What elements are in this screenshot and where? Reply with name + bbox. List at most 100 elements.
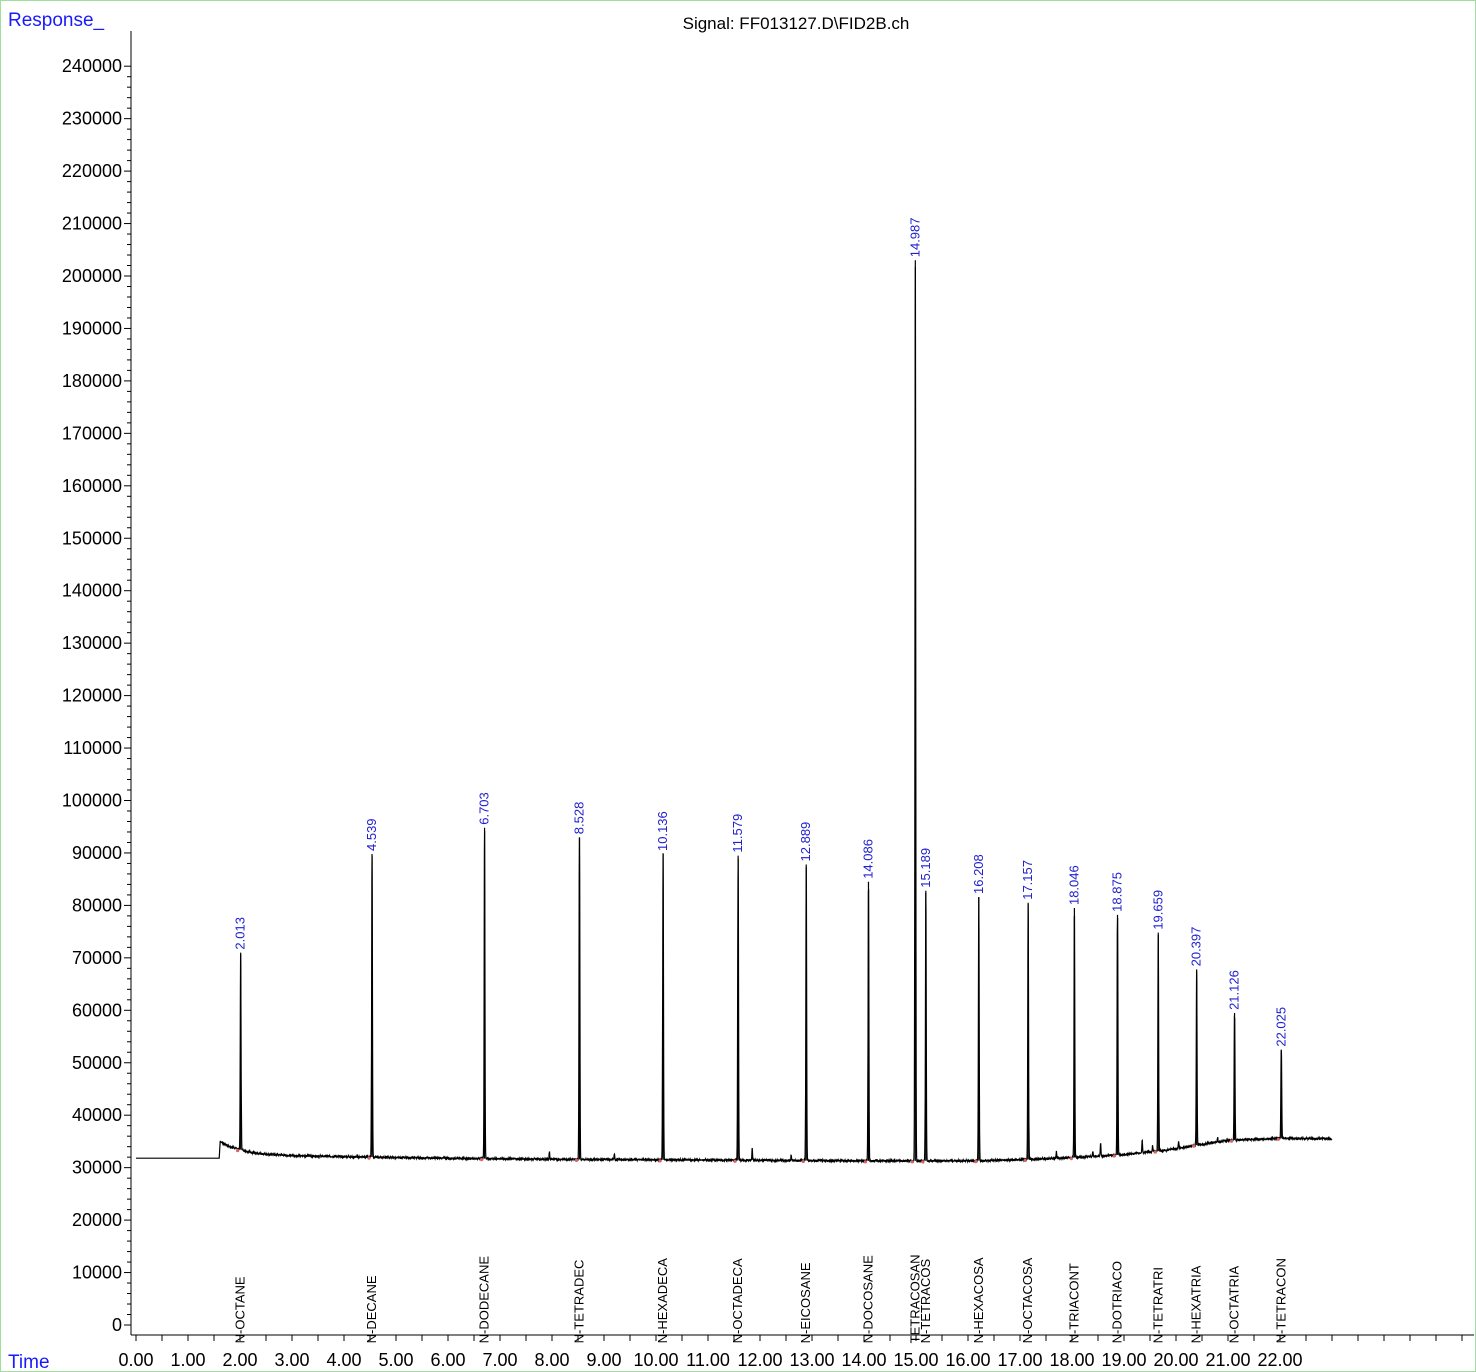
y-tick-label: 170000 <box>62 423 122 443</box>
x-tick-label: 2.00 <box>222 1350 257 1370</box>
compound-label: N-DOTRIACO <box>1110 1261 1125 1343</box>
x-tick-label: 10.00 <box>633 1350 678 1370</box>
y-ticks-group: 0 10000 20000 30000 40000 50000 60000 70000 8000… <box>62 56 131 1335</box>
peak-rt-label: 18.046 <box>1066 865 1081 905</box>
integration-mark <box>658 1159 662 1163</box>
y-tick-label: 240000 <box>62 56 122 76</box>
peak-rt-label: 8.528 <box>571 802 586 835</box>
peak: 6.703 N-DODECANE <box>477 792 492 1343</box>
compound-label: N-TRIACONT <box>1066 1263 1081 1343</box>
compound-label: N-EICOSANE <box>798 1262 813 1343</box>
peak-rt-label: 20.397 <box>1189 927 1204 967</box>
x-tick-label: 16.00 <box>945 1350 990 1370</box>
y-tick-label: 230000 <box>62 109 122 129</box>
signal-trace <box>136 266 1333 1164</box>
peaks-group: 2.013 N-OCTANE 4.539 N-DECANE 6.703 N-DODECAN… <box>233 217 1289 1343</box>
integration-mark <box>1276 1137 1280 1141</box>
y-tick-label: 130000 <box>62 633 122 653</box>
x-tick-label: 8.00 <box>534 1350 569 1370</box>
peak: 2.013 N-OCTANE <box>233 917 248 1343</box>
y-tick-label: 140000 <box>62 581 122 601</box>
peak-rt-label: 2.013 <box>233 917 248 950</box>
peak-rt-label: 12.889 <box>798 822 813 862</box>
y-tick-label: 180000 <box>62 371 122 391</box>
peak: 17.157 N-OCTACOSA <box>1020 860 1035 1343</box>
peak: 8.528 N-TETRADEC <box>571 802 586 1344</box>
y-tick-label: 160000 <box>62 476 122 496</box>
y-tick-label: 10000 <box>72 1263 122 1283</box>
peak: 22.025 N-TETRACON <box>1273 1007 1288 1343</box>
integration-mark <box>367 1156 371 1160</box>
x-tick-label: 19.00 <box>1101 1350 1146 1370</box>
peak: 15.189 N-TETRACOS <box>918 848 933 1343</box>
chart-title: Signal: FF013127.D\FID2B.ch <box>683 14 910 33</box>
y-tick-label: 190000 <box>62 318 122 338</box>
y-tick-label: 40000 <box>72 1105 122 1125</box>
peak: 18.875 N-DOTRIACO <box>1110 872 1125 1343</box>
peak-rt-label: 10.136 <box>655 811 670 851</box>
peak-rt-label: 17.157 <box>1020 860 1035 900</box>
compound-label: TETRACOSAN <box>907 1255 922 1344</box>
y-tick-label: 50000 <box>72 1053 122 1073</box>
y-tick-label: 150000 <box>62 528 122 548</box>
peak: 14.987 TETRACOSAN <box>907 217 922 1343</box>
x-tick-label: 7.00 <box>482 1350 517 1370</box>
x-tick-label: 1.00 <box>170 1350 205 1370</box>
y-axis-title: Response_ <box>8 10 105 31</box>
compound-label: N-HEXACOSA <box>971 1257 986 1343</box>
peak-rt-label: 22.025 <box>1273 1007 1288 1047</box>
axes-group <box>130 31 1474 1336</box>
y-tick-label: 0 <box>112 1315 122 1335</box>
peak: 21.126 N-OCTATRIA <box>1227 970 1242 1343</box>
y-tick-label: 80000 <box>72 895 122 915</box>
x-tick-label: 14.00 <box>841 1350 886 1370</box>
peak-rt-label: 19.659 <box>1150 890 1165 930</box>
y-tick-label: 60000 <box>72 1000 122 1020</box>
y-tick-label: 30000 <box>72 1158 122 1178</box>
x-tick-label: 13.00 <box>789 1350 834 1370</box>
peak: 19.659 N-TETRATRI <box>1150 890 1165 1343</box>
x-tick-label: 18.00 <box>1049 1350 1094 1370</box>
y-tick-label: 110000 <box>63 738 122 758</box>
integration-mark <box>574 1158 579 1162</box>
compound-label: N-DECANE <box>364 1275 379 1343</box>
integration-mark <box>974 1160 978 1164</box>
peak-rt-label: 6.703 <box>477 792 492 825</box>
peak: 12.889 N-EICOSANE <box>798 822 813 1344</box>
y-tick-label: 200000 <box>62 266 122 286</box>
integration-mark <box>1192 1144 1196 1148</box>
y-tick-label: 220000 <box>62 161 122 181</box>
y-tick-label: 70000 <box>72 948 122 968</box>
peak: 16.208 N-HEXACOSA <box>971 854 986 1343</box>
peak-rt-label: 21.126 <box>1227 970 1242 1010</box>
y-tick-label: 20000 <box>72 1210 122 1230</box>
x-tick-label: 4.00 <box>326 1350 361 1370</box>
integration-mark <box>910 1160 914 1164</box>
integration-mark <box>236 1148 240 1153</box>
peak: 11.579 N-OCTADECA <box>730 814 745 1344</box>
peak: 18.046 N-TRIACONT <box>1066 865 1081 1343</box>
x-tick-label: 9.00 <box>586 1350 621 1370</box>
compound-label: N-DOCOSANE <box>860 1255 875 1343</box>
integration-mark <box>1023 1158 1027 1163</box>
x-tick-label: 17.00 <box>997 1350 1042 1370</box>
peak-rt-label: 11.579 <box>730 814 745 853</box>
x-tick-label: 6.00 <box>430 1350 465 1370</box>
x-tick-label: 15.00 <box>893 1350 938 1370</box>
integration-mark <box>733 1159 737 1163</box>
compound-label: N-TETRACON <box>1273 1258 1288 1343</box>
peak-rt-label: 14.987 <box>907 217 922 257</box>
compound-label: N-OCTADECA <box>730 1258 745 1343</box>
x-axis-title: Time <box>8 1352 50 1372</box>
peak: 10.136 N-HEXADECA <box>655 811 670 1343</box>
compound-label: N-TETRATRI <box>1150 1267 1165 1343</box>
integration-mark <box>1069 1156 1073 1161</box>
integration-mark <box>1229 1139 1234 1143</box>
compound-label: N-OCTACOSA <box>1020 1257 1035 1343</box>
compound-label: N-OCTATRIA <box>1227 1266 1242 1344</box>
integration-mark <box>1153 1150 1157 1154</box>
peak: 14.086 N-DOCOSANE <box>860 839 875 1343</box>
peak-rt-label: 16.208 <box>971 854 986 894</box>
integration-mark <box>801 1159 805 1164</box>
